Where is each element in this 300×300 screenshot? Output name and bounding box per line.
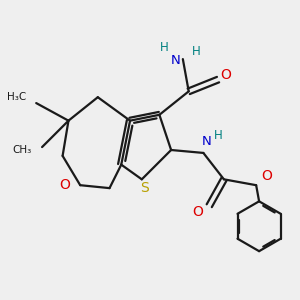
Text: H₃C: H₃C: [7, 92, 26, 102]
Text: N: N: [201, 135, 211, 148]
Text: N: N: [171, 54, 180, 67]
Text: O: O: [220, 68, 231, 82]
Text: S: S: [140, 181, 149, 195]
Text: O: O: [192, 205, 203, 219]
Text: CH₃: CH₃: [13, 145, 32, 155]
Text: O: O: [261, 169, 272, 183]
Text: H: H: [192, 45, 200, 58]
Text: H: H: [159, 41, 168, 54]
Text: O: O: [59, 178, 70, 192]
Text: H: H: [214, 129, 222, 142]
